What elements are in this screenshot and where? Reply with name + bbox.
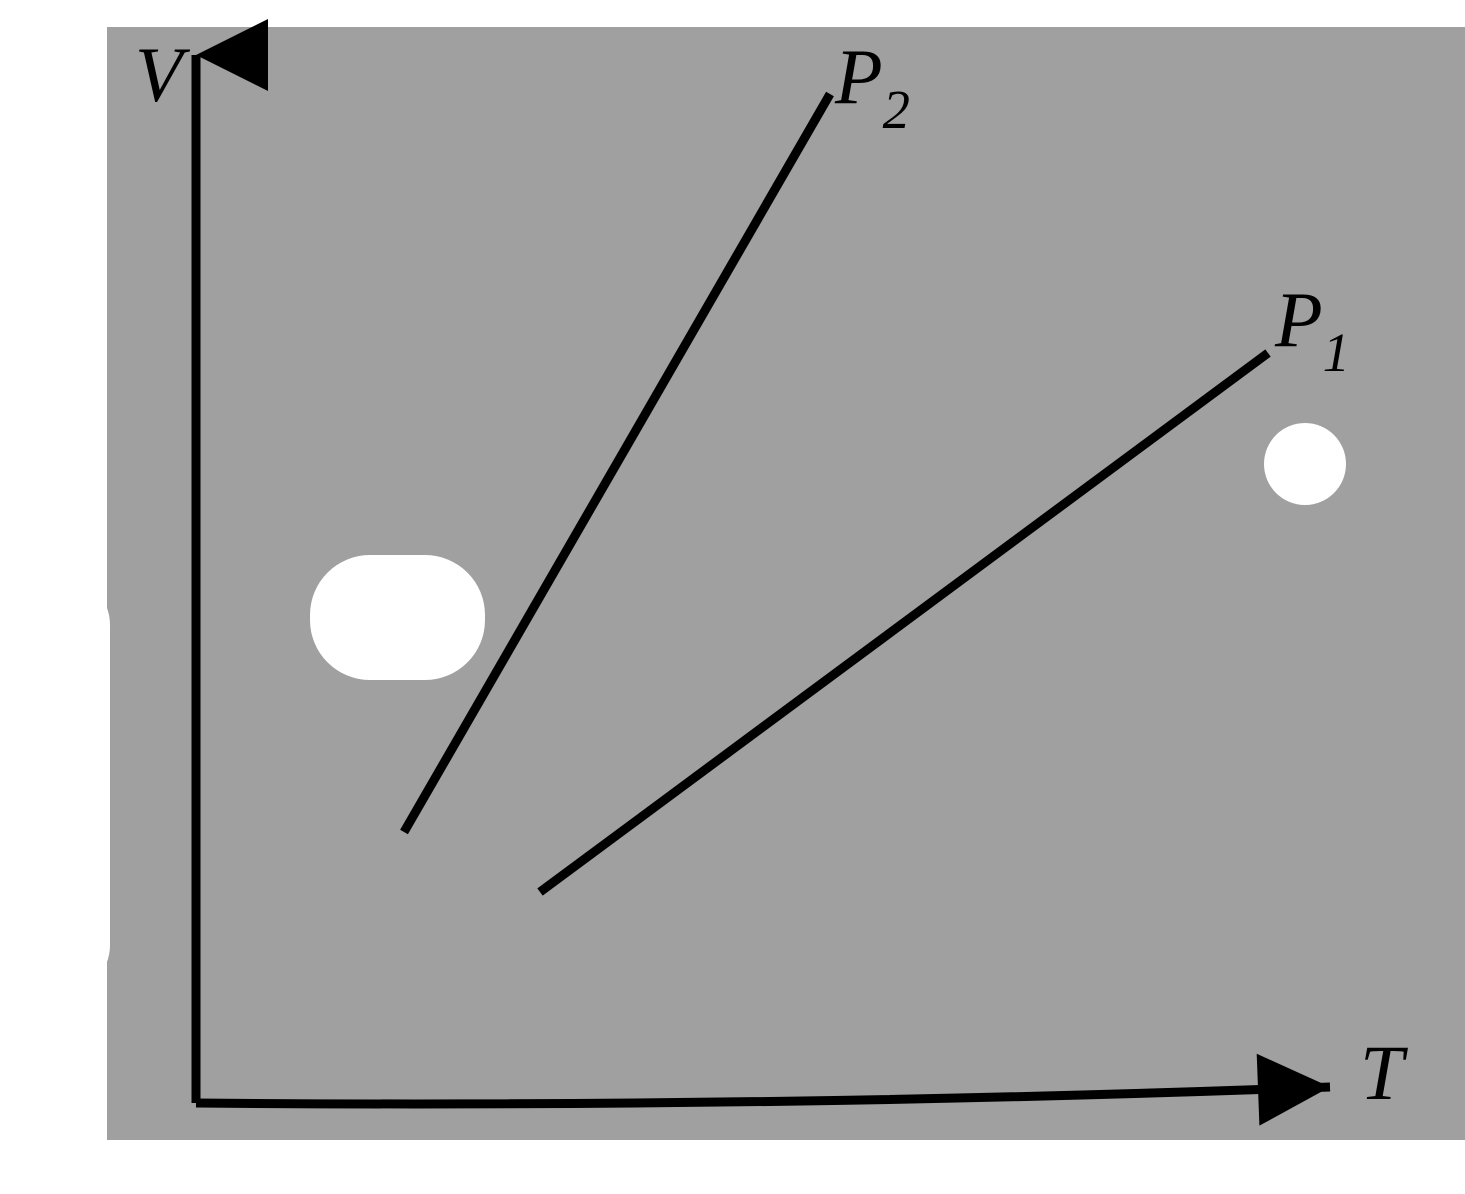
x-axis [196,1087,1330,1104]
chart-svg [0,0,1465,1194]
y-axis-label: V [135,30,183,120]
line-p1 [540,353,1268,892]
label-p2-base: P [835,33,883,120]
label-p1-base: P [1275,276,1323,363]
label-p1: P1 [1275,275,1350,376]
label-p1-sub: 1 [1323,322,1350,383]
x-axis-label: T [1360,1028,1403,1118]
label-p2-sub: 2 [883,79,910,140]
vt-chart: V T P2 P1 [0,0,1465,1194]
label-p2: P2 [835,32,910,133]
